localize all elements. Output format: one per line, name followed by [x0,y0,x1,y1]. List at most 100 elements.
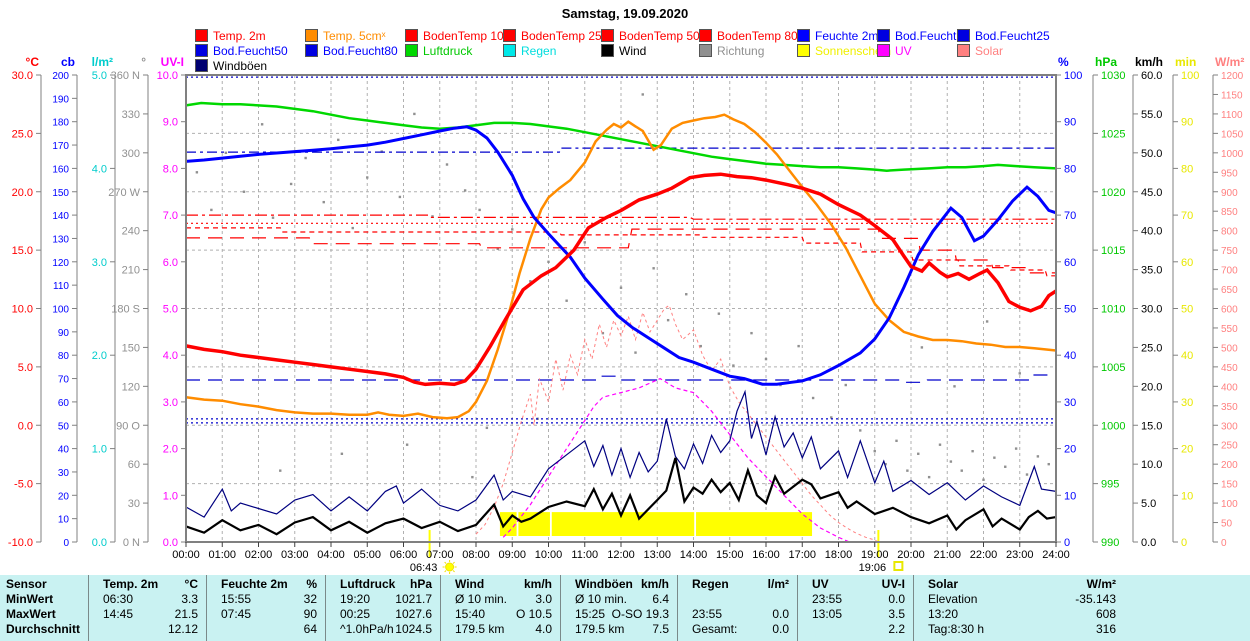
x-axis-label: 06:00 [390,549,418,561]
table-cell-row: 07:45 90 [207,607,325,622]
table-col-unit: °C [184,577,198,591]
direction-dot [224,151,228,155]
axis-tick-label: 600 [1221,305,1238,316]
axis-tick-label: 0.0 [18,420,33,432]
axis-tick-label: 140 [52,211,69,222]
table-col-name: Wind [455,577,485,591]
weather-chart: °C30.025.020.015.010.05.00.0-5.0-10.0cb2… [8,55,1244,574]
axis-tick-label: 1100 [1221,110,1243,121]
axis-tick-label: 55.0 [1141,109,1162,121]
direction-dot [445,163,449,166]
direction-dot [859,429,862,432]
axis-tick-label: 25.0 [1141,342,1162,354]
axis-tick-label: 3.0 [163,397,178,409]
axis-tick-label: 210 [122,265,140,277]
axis-tick-label: 1150 [1221,90,1243,101]
axis-tick-label: 5.0 [163,304,178,316]
legend-item: Bod.Feucht50 [195,44,288,58]
legend-item: Luftdruck [405,43,473,58]
axis-tick-label: 10 [1064,490,1076,502]
axis-tick-label: 750 [1221,246,1238,257]
x-axis-label: 04:00 [317,549,345,561]
axis-tick-label: 0 [1181,537,1187,549]
direction-dot [210,208,213,212]
axis-tick-label: 10.0 [12,304,33,316]
axis-unit-label: W/m² [1215,55,1244,69]
direction-dot [993,456,996,459]
legend-label: Solar [975,43,1004,58]
x-axis-label: 17:00 [788,549,816,561]
axis-tick-label: 250 [1221,441,1238,452]
axis-tick-label: 1000 [1221,149,1244,160]
table-row-label: Durchschnitt [6,622,81,636]
table-cell-row: 179.5 km 7.5 [561,622,677,637]
x-axis-label: 20:00 [897,549,925,561]
table-cell-row: Ø 10 min. 3.0 [441,592,560,607]
axis-tick-label: 0.0 [92,537,107,549]
sunshine-bar [518,512,550,536]
legend-item: Sonnenschein [797,44,891,58]
x-axis-label: 19:00 [861,549,889,561]
table-cell-row: 13:05 3.5 [798,607,913,622]
table-col-name: UV [812,577,829,591]
direction-dot [844,383,847,387]
x-axis-label: 16:00 [752,549,780,561]
direction-dot [895,439,898,443]
table-cell-time: Elevation [928,592,978,606]
legend-swatch-icon [503,44,516,57]
axis-tick-label: 20 [1064,444,1076,456]
axis-tick-label: 40.0 [1141,226,1162,238]
table-cell-row: Ø 10 min. 6.4 [561,592,677,607]
table-col-name: Luftdruck [340,577,396,591]
axis-tick-label: 170 [52,141,69,152]
table-cell-row: ^1.0hPa/h 1024.5 [326,622,440,637]
axis-tick-label: 400 [1221,382,1238,393]
axis-tick-label: 0 N [123,537,140,549]
direction-dot [195,171,199,174]
legend-swatch-icon [957,44,970,57]
direction-dot [405,443,409,446]
table-row-label: Sensor [6,577,47,591]
table-cell-value: 1027.6 [395,607,432,621]
table-col-regen: Regen l/m² 23:55 0.0 Gesamt: 0.0 [677,575,797,641]
axis-tick-label: 0.0 [163,537,178,549]
table-cell-value: 0.0 [888,592,905,606]
sunshine-bar [696,512,813,536]
table-cell-value: 6.4 [652,592,669,606]
legend-label: Luftdruck [423,43,473,58]
legend-row: Feuchte 2mˣ [0,29,1250,43]
direction-dot [431,215,434,218]
legend-item: Bod.Feucht10 [877,29,970,43]
x-axis-label: 08:00 [462,549,490,561]
legend-label: Temp. 2m [213,28,266,43]
direction-dot [764,357,768,361]
uv-line [502,377,850,543]
direction-dot [619,286,623,289]
legend-swatch-icon [305,29,318,42]
x-axis-label: 03:00 [281,549,309,561]
direction-dot [949,460,953,463]
axis-unit-label: min [1175,55,1196,69]
legend-item: Regen [503,44,556,58]
axis-tick-label: 100 [1221,499,1238,510]
table-cell-value: -35.143 [1075,592,1116,606]
direction-dot [666,318,670,322]
direction-dot [1014,447,1018,450]
table-cell-time: 13:20 [928,607,959,621]
axis-tick-label: 1025 [1101,128,1125,140]
table-cell-value: 12.12 [167,622,198,636]
x-axis-label: 07:00 [426,549,454,561]
axis-tick-label: 180 [52,118,69,129]
x-axis-label: 05:00 [353,549,381,561]
axis-tick-label: 40 [1181,350,1193,362]
axis-tick-label: 300 [122,148,140,160]
legend-row: Temp. 2m [0,29,1250,43]
table-cell-row: 2.2 [798,622,913,637]
direction-dot [927,475,931,479]
axis-unit-label: °C [26,55,40,69]
table-cell-time: 15:55 [221,592,252,606]
table-cell-value: 1024.5 [395,622,432,636]
table-cell-value: 64 [303,622,317,636]
direction-dot [337,138,340,142]
table-cell-time: 07:45 [221,607,252,621]
